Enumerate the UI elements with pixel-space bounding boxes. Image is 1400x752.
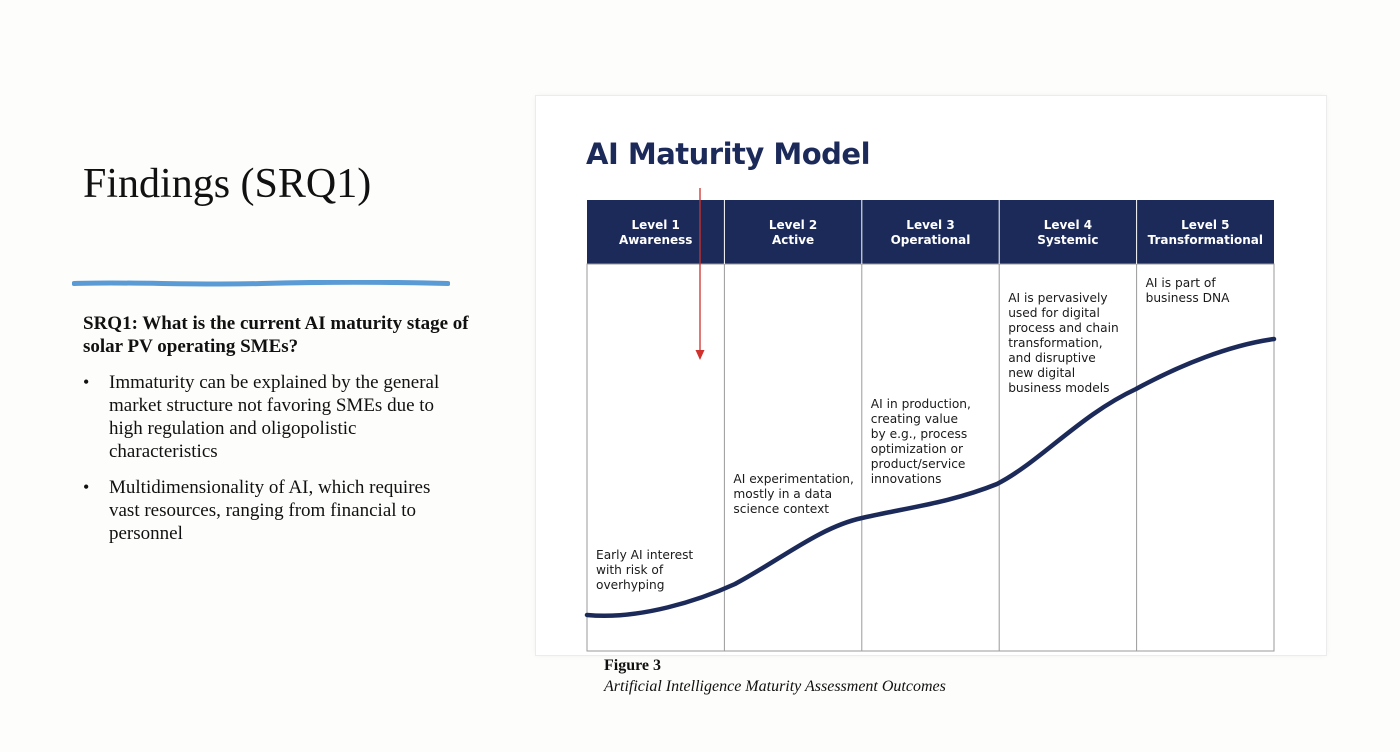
level-description-line: business DNA: [1146, 291, 1230, 305]
level-description-line: and disruptive: [1008, 351, 1096, 365]
level-description-line: used for digital: [1008, 306, 1100, 320]
level-description-line: business models: [1008, 381, 1109, 395]
level-number: Level 1: [632, 218, 680, 232]
findings-list: • Immaturity can be explained by the gen…: [83, 371, 463, 558]
bullet-text: Multidimensionality of AI, which require…: [109, 477, 431, 544]
level-name: Operational: [891, 233, 971, 247]
figure-heading: AI Maturity Model: [586, 137, 871, 171]
level-description-line: mostly in a data: [733, 487, 832, 501]
title-underline: [72, 280, 450, 287]
list-item: • Multidimensionality of AI, which requi…: [83, 476, 463, 545]
level-number: Level 4: [1044, 218, 1092, 232]
level-description-line: with risk of: [596, 563, 664, 577]
level-description-line: transformation,: [1008, 336, 1102, 350]
research-question: SRQ1: What is the current AI maturity st…: [83, 313, 469, 357]
header-band: [587, 200, 1274, 264]
level-number: Level 3: [906, 218, 954, 232]
level-description-line: product/service: [871, 457, 966, 471]
list-item: • Immaturity can be explained by the gen…: [83, 371, 463, 463]
level-description-line: AI in production,: [871, 397, 971, 411]
level-number: Level 2: [769, 218, 817, 232]
level-description-line: optimization or: [871, 442, 964, 456]
level-name: Transformational: [1148, 233, 1263, 247]
maturity-curve: [584, 336, 1277, 618]
figure-caption-label: Figure 3: [604, 657, 662, 674]
level-name: Active: [772, 233, 814, 247]
level-description-line: AI experimentation,: [733, 472, 854, 486]
slide-title: Findings (SRQ1): [83, 161, 372, 207]
level-description-line: AI is pervasively: [1008, 291, 1107, 305]
bullet-text: Immaturity can be explained by the gener…: [109, 372, 440, 462]
bullet-marker: •: [83, 372, 90, 392]
level-description-line: AI is part of: [1146, 276, 1217, 290]
level-description-line: new digital: [1008, 366, 1075, 380]
bullet-marker: •: [83, 477, 90, 497]
level-description-line: creating value: [871, 412, 958, 426]
level-name: Awareness: [619, 233, 693, 247]
figure-caption-text: Artificial Intelligence Maturity Assessm…: [604, 678, 946, 695]
figure-panel: [536, 96, 1326, 655]
level-number: Level 5: [1181, 218, 1229, 232]
level-description-line: by e.g., process: [871, 427, 967, 441]
level-description-line: innovations: [871, 472, 942, 486]
diagram-frame: [586, 263, 1275, 652]
level-description-line: Early AI interest: [596, 548, 693, 562]
level-description-line: science context: [733, 502, 829, 516]
level-description-line: overhyping: [596, 578, 664, 592]
level-name: Systemic: [1037, 233, 1098, 247]
level-description-line: process and chain: [1008, 321, 1119, 335]
position-arrow-head: [695, 350, 705, 360]
